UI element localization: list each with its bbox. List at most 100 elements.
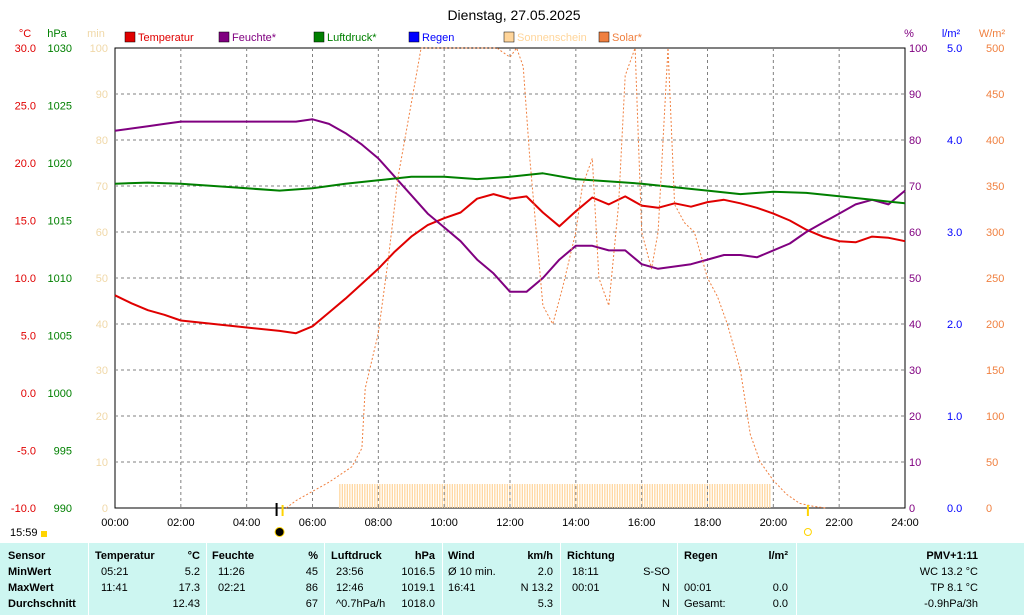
legend-swatch <box>408 31 420 43</box>
hdr-pmv: PMV+1:11 <box>926 550 978 562</box>
legend-label: Solar* <box>612 32 643 44</box>
temp-axis-tick: 5.0 <box>21 331 36 343</box>
legend-label: Temperatur <box>138 32 194 44</box>
sun-axis-tick: 30 <box>96 365 108 377</box>
temp-axis-tick: 10.0 <box>15 273 36 285</box>
x-axis-tick: 24:00 <box>891 517 919 529</box>
cell-press-t: 23:56 <box>336 566 364 578</box>
col-divider <box>324 543 325 615</box>
cell-pmv: TP 8.1 °C <box>930 582 978 594</box>
hdr-rain: Regen <box>684 550 718 562</box>
cell-rain-t: Gesamt: <box>684 598 726 610</box>
legend-swatch <box>598 31 610 43</box>
temp-axis-tick: 30.0 <box>15 43 36 55</box>
cell-wind-v: 2.0 <box>537 566 553 578</box>
sun-axis-tick: 80 <box>96 135 108 147</box>
pressure-axis-tick: 1030 <box>48 43 72 55</box>
timestamp: 15:59 <box>10 527 38 539</box>
cell-wind-v: N 13.2 <box>520 582 553 594</box>
pressure-axis-tick: 1010 <box>48 273 72 285</box>
cell-temp-v: 12.43 <box>172 598 200 610</box>
series-temp <box>114 193 906 335</box>
solar-axis-tick: 350 <box>986 181 1004 193</box>
cell-label: MinWert <box>8 566 52 578</box>
temp-axis-tick: -5.0 <box>17 446 36 458</box>
humidity-axis-tick: 0 <box>909 503 915 515</box>
x-axis-tick: 14:00 <box>562 517 590 529</box>
cell-dir-v: N <box>662 582 670 594</box>
humidity-axis-tick: 90 <box>909 89 921 101</box>
solar-axis-tick: 300 <box>986 227 1004 239</box>
cell-press-v: 1016.5 <box>401 566 435 578</box>
temp-axis-tick: 0.0 <box>21 388 36 400</box>
cell-label: Durchschnitt <box>8 598 76 610</box>
cell-hum-t: 02:21 <box>218 582 246 594</box>
rain-axis-tick: 2.0 <box>947 319 962 331</box>
pressure-axis-tick: 1025 <box>48 101 72 113</box>
chart-title: Dienstag, 27.05.2025 <box>447 7 580 23</box>
unit-humidity: % <box>904 28 914 40</box>
cell-press-t: ^0.7hPa/h <box>336 598 386 610</box>
solar-axis-tick: 100 <box>986 411 1004 423</box>
humidity-axis-tick: 30 <box>909 365 921 377</box>
rain-axis-tick: 3.0 <box>947 227 962 239</box>
cell-hum-t: 11:26 <box>218 566 245 578</box>
sun-axis-tick: 40 <box>96 319 108 331</box>
rain-axis-tick: 0.0 <box>947 503 962 515</box>
hdr-wind: Wind <box>448 550 475 562</box>
hdr-temp: Temperatur <box>95 550 155 562</box>
solar-axis-tick: 150 <box>986 365 1004 377</box>
timestamp-marker <box>41 531 47 537</box>
sun-axis-tick: 20 <box>96 411 108 423</box>
solar-axis-tick: 0 <box>986 503 992 515</box>
col-divider <box>88 543 89 615</box>
cell-hum-v: 67 <box>305 598 318 610</box>
legend-label: Regen <box>422 32 454 44</box>
sunset-icon <box>803 528 812 536</box>
legend-swatch <box>503 31 515 43</box>
hdr-hum: Feuchte <box>212 550 255 562</box>
col-divider <box>560 543 561 615</box>
cell-wind-v: 5.3 <box>537 598 553 610</box>
cell-press-v: 1019.1 <box>401 582 435 594</box>
legend-label: Luftdruck* <box>327 32 377 44</box>
x-axis-tick: 20:00 <box>760 517 788 529</box>
hdr-sensor: Sensor <box>8 550 46 562</box>
x-axis-tick: 10:00 <box>430 517 458 529</box>
pressure-axis-tick: 1005 <box>48 331 72 343</box>
temp-axis-tick: -10.0 <box>11 503 36 515</box>
pressure-axis-tick: 990 <box>54 503 72 515</box>
sun-axis-tick: 60 <box>96 227 108 239</box>
hdr-hum-unit: % <box>308 550 318 562</box>
cell-dir-t: 18:11 <box>572 566 599 578</box>
cell-label: MaxWert <box>8 582 54 594</box>
unit-temp: °C <box>19 28 31 40</box>
rain-axis-tick: 4.0 <box>947 135 962 147</box>
cell-temp-v: 17.3 <box>178 582 200 594</box>
solar-axis-tick: 450 <box>986 89 1004 101</box>
cell-dir-v: S-SO <box>643 566 670 578</box>
cell-wind-l: 16:41 <box>448 582 476 594</box>
series-pressure <box>114 172 906 205</box>
legend-swatch <box>313 31 325 43</box>
legend-swatch <box>124 31 136 43</box>
hdr-press: Luftdruck <box>331 550 382 562</box>
pressure-axis-tick: 995 <box>54 446 72 458</box>
pressure-axis-tick: 1000 <box>48 388 72 400</box>
cell-press-t: 12:46 <box>336 582 364 594</box>
sun-axis-tick: 90 <box>96 89 108 101</box>
col-divider <box>677 543 678 615</box>
x-axis-tick: 04:00 <box>233 517 261 529</box>
pressure-axis-tick: 1020 <box>48 158 72 170</box>
moon-icon <box>274 527 285 537</box>
hdr-dir: Richtung <box>567 550 615 562</box>
x-axis-tick: 02:00 <box>167 517 195 529</box>
solar-axis-tick: 200 <box>986 319 1004 331</box>
rain-axis-tick: 5.0 <box>947 43 962 55</box>
x-axis-tick: 12:00 <box>496 517 524 529</box>
humidity-axis-tick: 20 <box>909 411 921 423</box>
unit-sun: min <box>87 28 105 40</box>
sun-axis-tick: 0 <box>102 503 108 515</box>
cell-wind-l: Ø 10 min. <box>448 566 496 578</box>
weather-chart: 30.025.020.015.010.05.00.0-5.0-10.010301… <box>11 7 1005 537</box>
